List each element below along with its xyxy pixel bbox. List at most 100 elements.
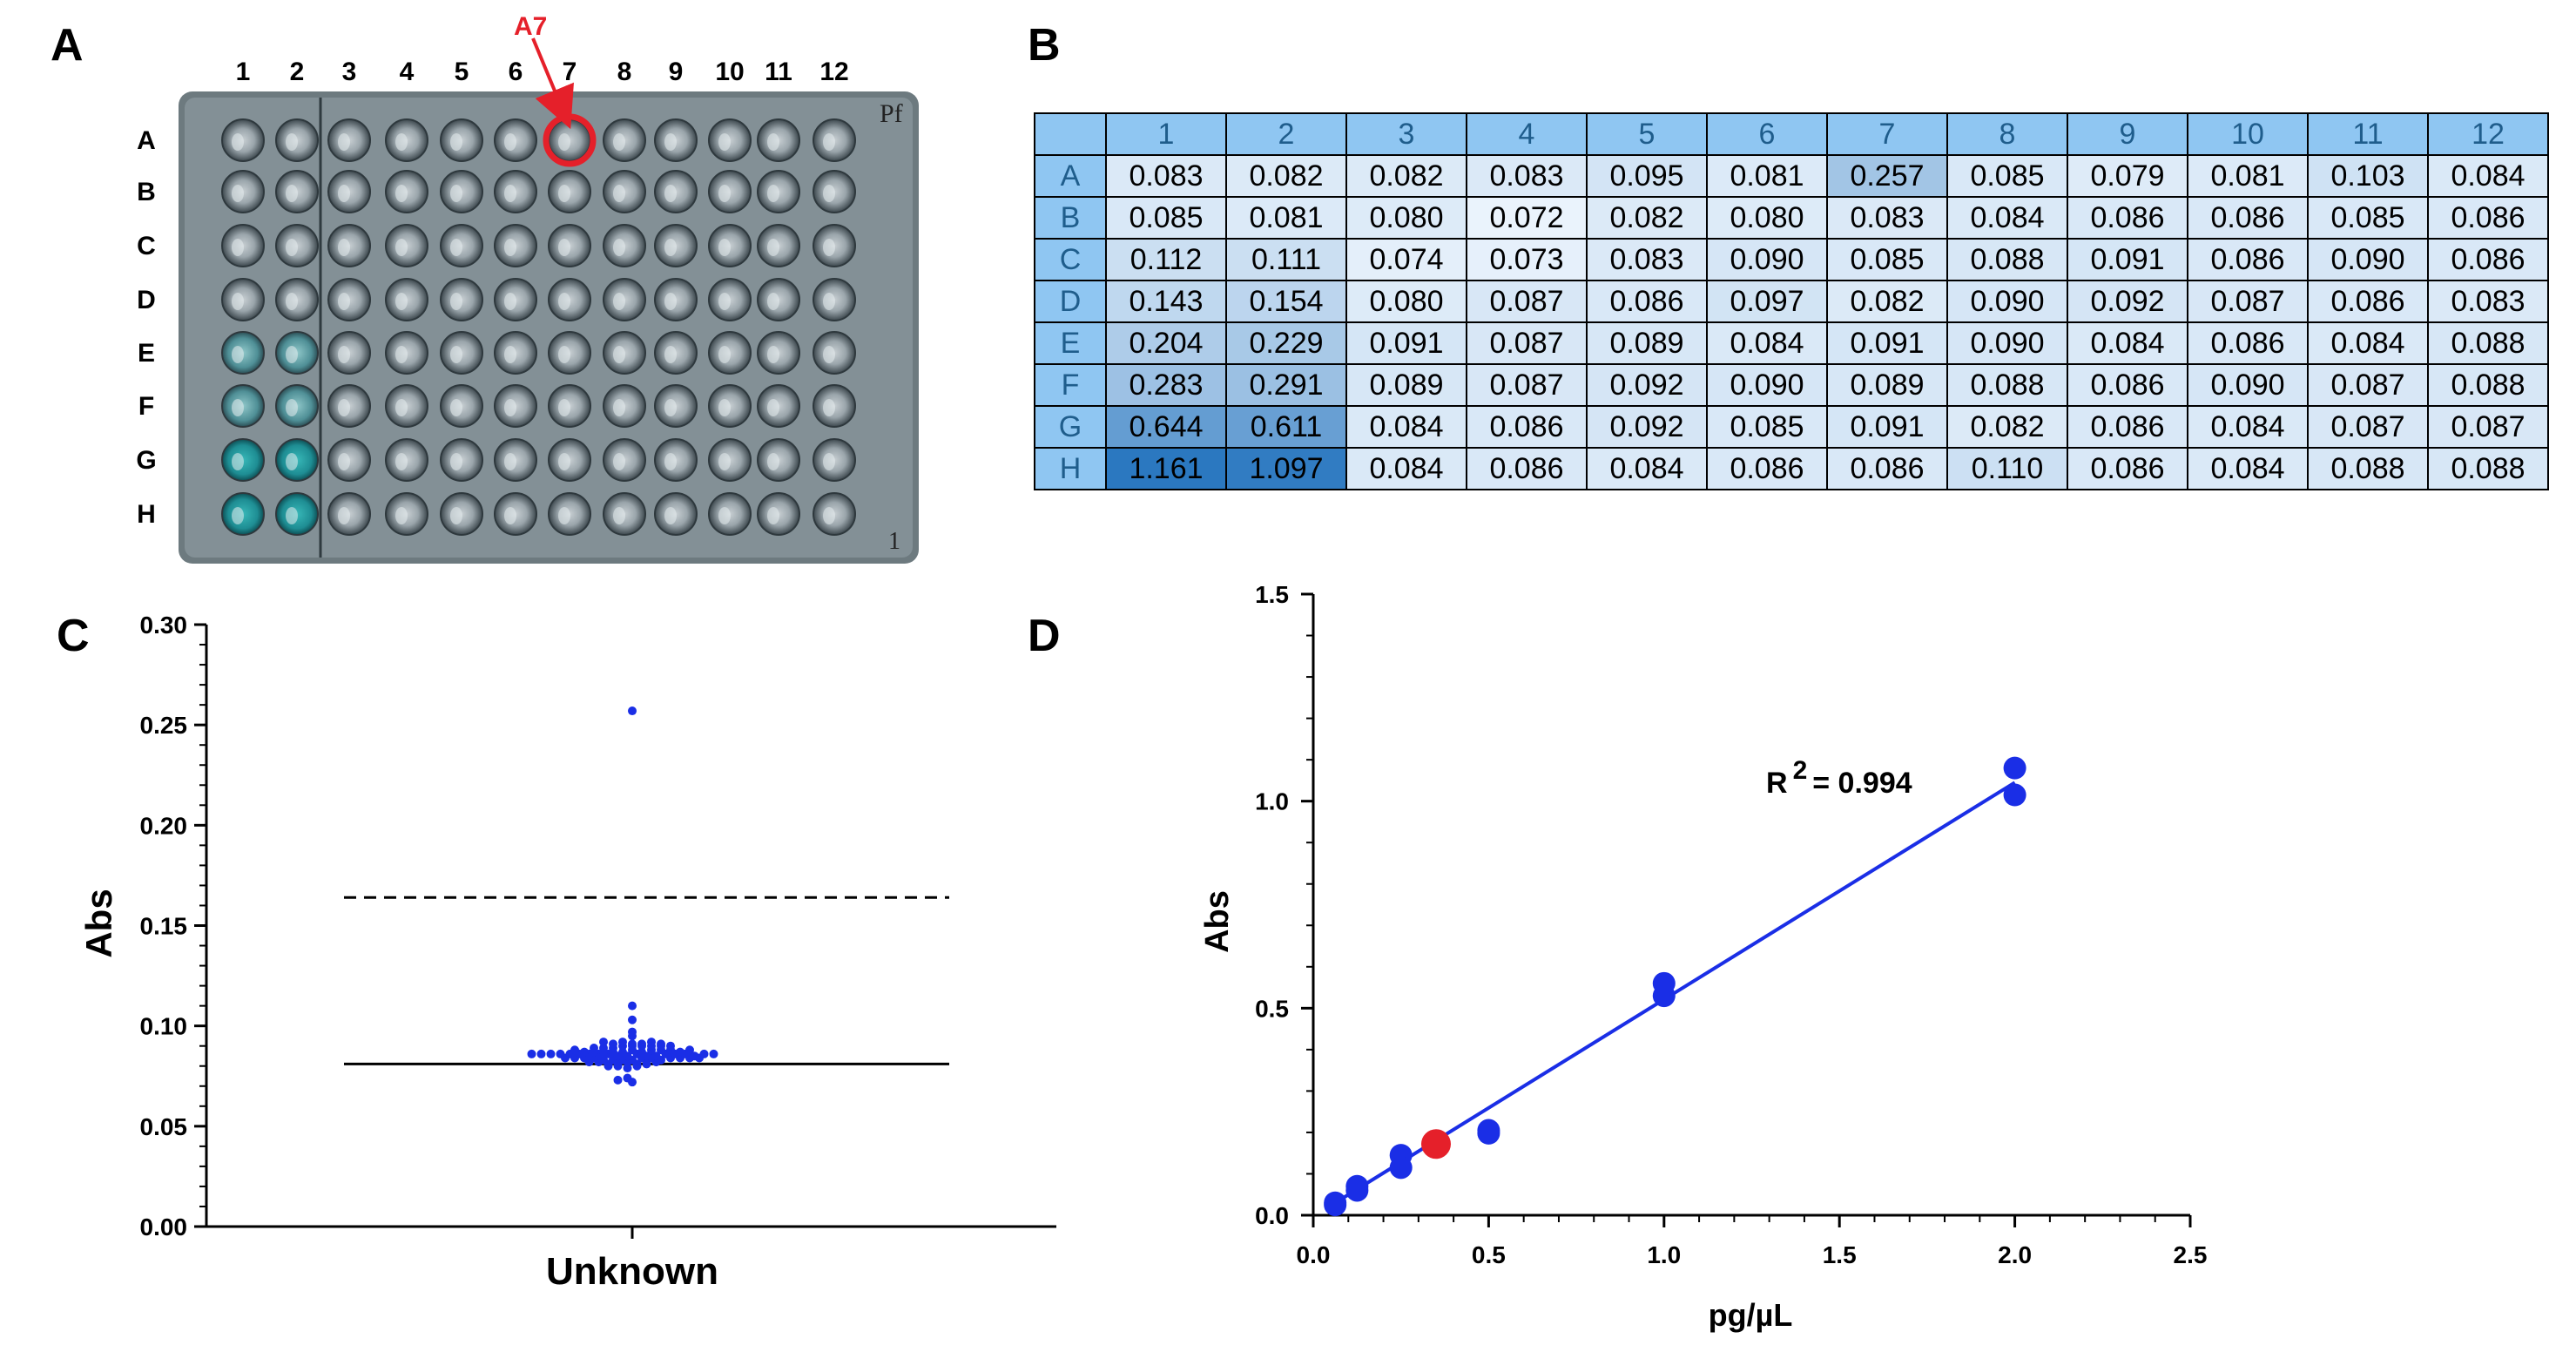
table-row: A 0.083 0.082 0.082 0.083 0.095 0.081 0.257 0.08…	[1034, 154, 2549, 198]
well-glare	[338, 239, 350, 256]
table-cell: 0.086	[2427, 238, 2549, 281]
data-point	[685, 1045, 694, 1055]
table-cell: 0.081	[2187, 154, 2309, 198]
well-glare	[450, 293, 462, 310]
well-glare	[558, 399, 570, 416]
table-cell: 0.095	[1586, 154, 1708, 198]
standard-point	[1324, 1193, 1347, 1217]
x-tick-label: 2.5	[2174, 1241, 2208, 1268]
plate-well	[327, 492, 371, 536]
plate-well	[708, 438, 752, 482]
well-glare	[613, 239, 625, 256]
plate-well	[708, 384, 752, 428]
y-tick-label: 0.30	[140, 612, 188, 639]
table-cell: 0.091	[1826, 405, 1948, 449]
plate-row-label: B	[137, 178, 156, 206]
plate-well	[813, 438, 856, 482]
well-glare	[286, 399, 298, 416]
well-glare	[395, 399, 408, 416]
table-cell: 0.283	[1105, 363, 1227, 407]
table-cell: 0.081	[1225, 196, 1347, 240]
table-cell: 0.085	[1105, 196, 1227, 240]
plate-well	[757, 170, 800, 213]
well-glare	[450, 507, 462, 524]
data-point	[628, 1027, 637, 1037]
table-cell: 0.088	[2427, 363, 2549, 407]
plate-well	[708, 278, 752, 321]
table-cell: 0.092	[1586, 405, 1708, 449]
well-glare	[338, 133, 350, 151]
plate-well	[440, 438, 483, 482]
plate-well	[275, 492, 319, 536]
table-cell: 0.229	[1225, 321, 1347, 365]
table-cell: 0.086	[2067, 405, 2188, 449]
plate-well	[813, 224, 856, 267]
well-glare	[338, 399, 350, 416]
table-cell: 0.084	[1345, 447, 1467, 490]
row-header: D	[1034, 280, 1107, 323]
table-corner	[1034, 112, 1107, 156]
plate-row-label: H	[137, 500, 156, 529]
column-header: 11	[2307, 112, 2429, 156]
y-axis-label: Abs	[1199, 890, 1236, 953]
r2-annotation: R 2 = 0.994	[1766, 756, 1912, 800]
well-glare	[613, 453, 625, 470]
table-cell: 0.644	[1105, 405, 1227, 449]
table-cell: 0.111	[1225, 238, 1347, 281]
table-row: G 0.644 0.611 0.084 0.086 0.092 0.085 0.091 0.08…	[1034, 405, 2549, 449]
x-ticks: 0.0 0.5 1.0 1.5 2.0 2.5	[1297, 1215, 2208, 1268]
plate-well	[548, 438, 591, 482]
y-tick-label: 0.0	[1255, 1202, 1289, 1229]
plate-well	[327, 224, 371, 267]
panel-letter-a: A	[51, 20, 84, 71]
well-glare	[504, 346, 516, 363]
standard-point	[1345, 1179, 1369, 1202]
data-point	[651, 1051, 661, 1061]
plate-well	[327, 278, 371, 321]
well-glare	[718, 133, 731, 151]
plate-row-label: A	[137, 126, 156, 155]
plate-well	[327, 384, 371, 428]
well-glare	[767, 507, 779, 524]
plate-well	[708, 331, 752, 375]
well-glare	[767, 185, 779, 202]
plate-well	[385, 118, 428, 162]
well-glare	[395, 507, 408, 524]
well-glare	[504, 239, 516, 256]
data-point	[637, 1047, 646, 1057]
well-glare	[338, 507, 350, 524]
y-axis-label: Abs	[78, 889, 119, 957]
well-glare	[504, 399, 516, 416]
table-cell: 0.103	[2307, 154, 2429, 198]
well-glare	[450, 239, 462, 256]
well-glare	[613, 133, 625, 151]
table-cell: 0.080	[1345, 280, 1467, 323]
plate-well	[440, 331, 483, 375]
plate-column-label: 4	[400, 57, 415, 86]
table-cell: 0.084	[1586, 447, 1708, 490]
well-glare	[504, 185, 516, 202]
plate-well	[494, 331, 537, 375]
table-cell: 0.086	[2187, 238, 2309, 281]
well-glare	[823, 185, 835, 202]
table-cell: 0.089	[1826, 363, 1948, 407]
data-point	[599, 1044, 608, 1053]
table-cell: 0.088	[2427, 321, 2549, 365]
plate-well	[603, 492, 646, 536]
data-point	[599, 1038, 608, 1047]
plate-well	[385, 278, 428, 321]
table-cell: 0.087	[1466, 321, 1588, 365]
standard-point	[1477, 1121, 1500, 1145]
column-header: 4	[1466, 112, 1588, 156]
data-points	[527, 706, 718, 1087]
plate-well	[221, 118, 265, 162]
plate-well	[385, 170, 428, 213]
well-glare	[823, 133, 835, 151]
well-glare	[718, 185, 731, 202]
data-point	[628, 1001, 637, 1011]
table-cell: 0.087	[1466, 280, 1588, 323]
plate-column-label: 1	[236, 57, 251, 86]
well-glare	[338, 293, 350, 310]
table-cell: 0.086	[2067, 447, 2188, 490]
